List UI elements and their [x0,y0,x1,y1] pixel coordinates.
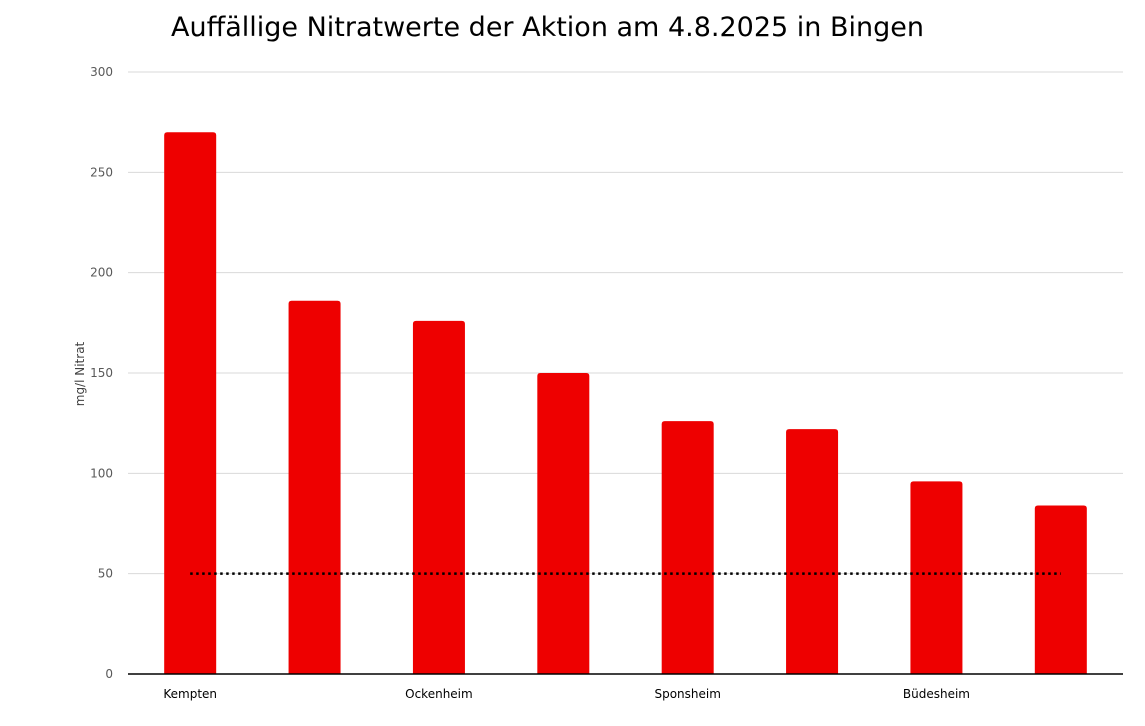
bar [412,320,465,674]
y-tick-label: 0 [105,667,113,681]
bar [661,421,714,674]
x-tick-label: Büdesheim [903,687,970,701]
y-axis-label: mg/l Nitrat [73,341,87,406]
bar [288,300,341,674]
bar [537,373,590,674]
y-tick-label: 250 [90,165,113,179]
y-tick-label: 300 [90,65,113,79]
y-tick-label: 200 [90,266,113,280]
bar [786,429,839,674]
y-tick-label: 150 [90,366,113,380]
bar [1034,505,1087,674]
y-tick-label: 50 [98,567,113,581]
x-tick-label: Sponsheim [654,687,720,701]
bar [164,132,217,674]
chart-title: Auffällige Nitratwerte der Aktion am 4.8… [171,12,924,43]
y-tick-label: 100 [90,466,113,480]
x-tick-label: Ockenheim [405,687,473,701]
bar [910,481,963,674]
x-tick-label: Kempten [163,687,217,701]
